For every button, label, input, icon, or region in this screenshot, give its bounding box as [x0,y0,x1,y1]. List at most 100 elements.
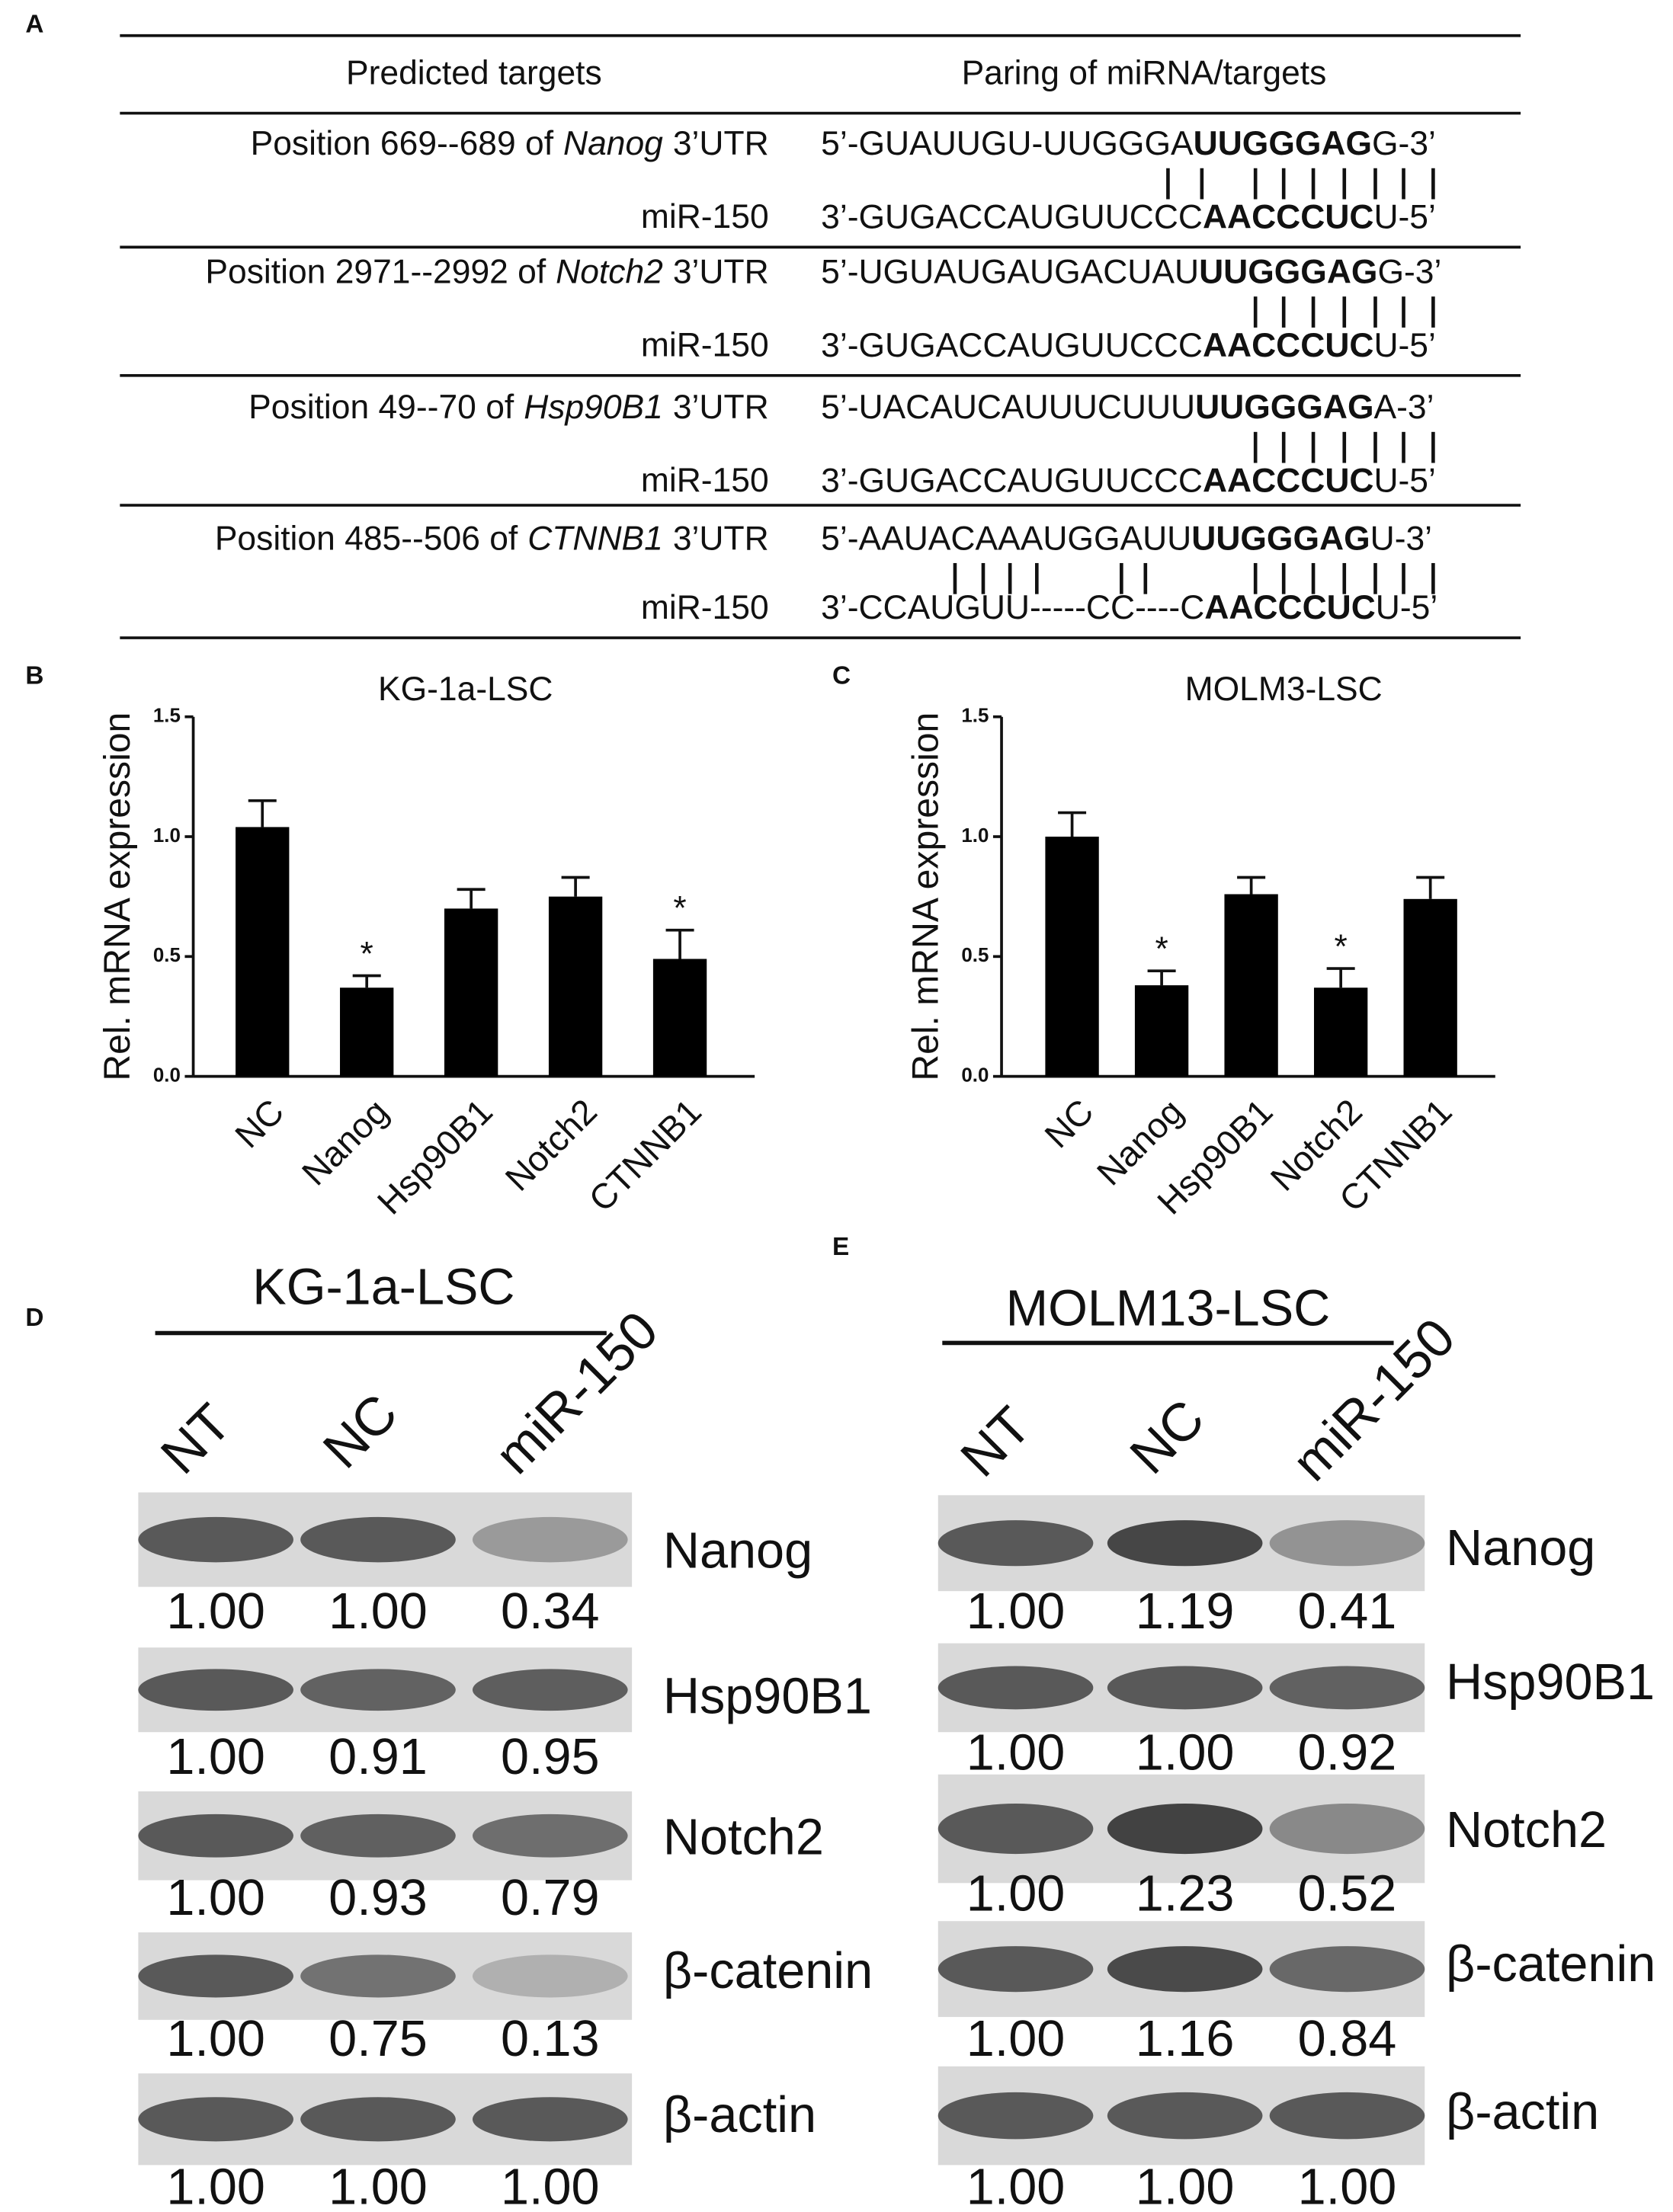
significance: * [361,935,373,972]
bar [340,988,394,1077]
mirna-name: miR-150 [641,589,769,626]
target-sequence: 5’-AAUACAAAUGGAUUUUGGGAGU-3’ [821,520,1432,557]
mirna-name: miR-150 [641,198,769,235]
chart-title: MOLM3-LSC [1185,671,1383,708]
position-part: Position 669--689 of [251,125,554,162]
position-part: 3’UTR [673,520,769,557]
position-part: 3’UTR [673,253,769,290]
y-tick-label: 0.0 [153,1064,181,1086]
blot-band [473,1954,628,1998]
band-quantity: 0.93 [329,1870,428,1926]
sequence-part: AACCCUC [1203,462,1373,499]
sequence-part: AACCCUC [1203,327,1373,364]
blot-band [138,2097,293,2142]
protein-label: β-actin [1446,2084,1599,2140]
sequence-part: 3’-GUGACCAUGUUCCC [821,198,1203,235]
y-tick-label: 1.0 [153,825,181,847]
position-part: Position 485--506 of [215,520,518,557]
sequence-part: G-3’ [1377,253,1441,290]
pairing-sequence: 3’-GUGACCAUGUUCCCAACCCUCU-5’ [821,327,1436,364]
blot-band [1269,1946,1425,1993]
protein-label: Hsp90B1 [1446,1654,1655,1711]
sequence-part: U-5’ [1373,462,1435,499]
band-quantity: 0.84 [1298,2011,1397,2067]
table-header: Paring of miRNA/targets [962,54,1327,91]
y-tick-label: 0.5 [153,945,181,966]
position-part: 3’UTR [673,389,769,426]
sequence-part: U-3’ [1370,520,1432,557]
target-position: Position 49--70 of Hsp90B1 3’UTR [248,389,768,426]
target-position: Position 2971--2992 of Notch2 3’UTR [205,253,768,290]
blot-band [1269,1520,1425,1567]
band-quantity: 1.19 [1136,1583,1235,1640]
sequence-part: UUGGGAG [1191,520,1370,557]
blot-band [1269,2092,1425,2140]
mirna-name: miR-150 [641,462,769,499]
band-quantity: 1.00 [966,2011,1066,2067]
band-quantity: 1.00 [1136,1724,1235,1781]
y-axis-label: Rel. mRNA expression [97,712,138,1081]
blot-band [300,1516,456,1563]
band-quantity: 0.79 [501,1870,600,1926]
blot-band [473,1669,628,1711]
band-quantity: 1.16 [1136,2011,1235,2067]
sequence-part: 5’-UGUAUGAUGACUAU [821,253,1199,290]
protein-label: β-actin [663,2087,816,2143]
blot-band [1107,2092,1263,2140]
y-axis-label: Rel. mRNA expression [905,712,947,1081]
position-part: Hsp90B1 [524,389,663,426]
band-quantity: 1.00 [329,2159,428,2212]
band-quantity: 1.00 [166,2159,265,2212]
blot-band [300,1813,456,1858]
band-quantity: 0.75 [329,2011,428,2067]
position-part: Position 2971--2992 of [205,253,546,290]
band-quantity: 1.00 [1136,2159,1235,2212]
table-header: Predicted targets [346,54,602,91]
band-quantity: 1.00 [166,1729,265,1785]
panel-label: A [25,11,43,39]
panel-label: B [25,662,43,690]
band-quantity: 1.00 [966,1583,1066,1640]
blot-band [937,1520,1094,1567]
y-tick-label: 0.0 [961,1064,989,1086]
blot-band [138,1669,293,1711]
sequence-part: AACCCUC [1204,589,1375,626]
panel-label: C [832,662,851,690]
bar [1045,837,1099,1077]
sequence-part: 5’-AAUACAAAUGGAUU [821,520,1191,557]
band-quantity: 0.13 [501,2011,600,2067]
significance: * [1335,928,1348,965]
position-part: Nanog [563,125,663,162]
sequence-part: 3’-GUGACCAUGUUCCC [821,462,1203,499]
protein-label: Notch2 [663,1809,824,1865]
protein-label: Nanog [663,1523,812,1580]
band-quantity: 1.00 [966,1724,1066,1781]
blot-band [1107,1946,1263,1993]
sequence-part: UUGGGAG [1195,389,1373,426]
panel-label: D [25,1304,43,1332]
y-tick-label: 0.5 [961,945,989,966]
target-position: Position 669--689 of Nanog 3’UTR [251,125,769,162]
blot-title: KG-1a-LSC [252,1260,514,1316]
bar [548,896,603,1077]
sequence-part: 5’-GUAUUGU-UUGGGA [821,125,1194,162]
protein-label: β-catenin [663,1943,873,1999]
sequence-part: U-5’ [1373,327,1435,364]
blot-band [937,1946,1094,1993]
protein-label: Notch2 [1446,1802,1607,1858]
blot-band [473,1516,628,1563]
target-sequence: 5’-UACAUCAUUUCUUUUUGGGAGA-3’ [821,389,1434,426]
blot-band [1107,1666,1263,1710]
position-part: CTNNB1 [527,520,663,557]
band-quantity: 1.00 [166,1583,265,1640]
band-quantity: 0.41 [1298,1583,1397,1640]
mirna-name: miR-150 [641,327,769,364]
position-part: Notch2 [556,253,663,290]
protein-label: Hsp90B1 [663,1668,872,1724]
target-position: Position 485--506 of CTNNB1 3’UTR [215,520,769,557]
blot-band [1269,1803,1425,1855]
band-quantity: 0.92 [1298,1724,1397,1781]
blot-band [937,1803,1094,1855]
